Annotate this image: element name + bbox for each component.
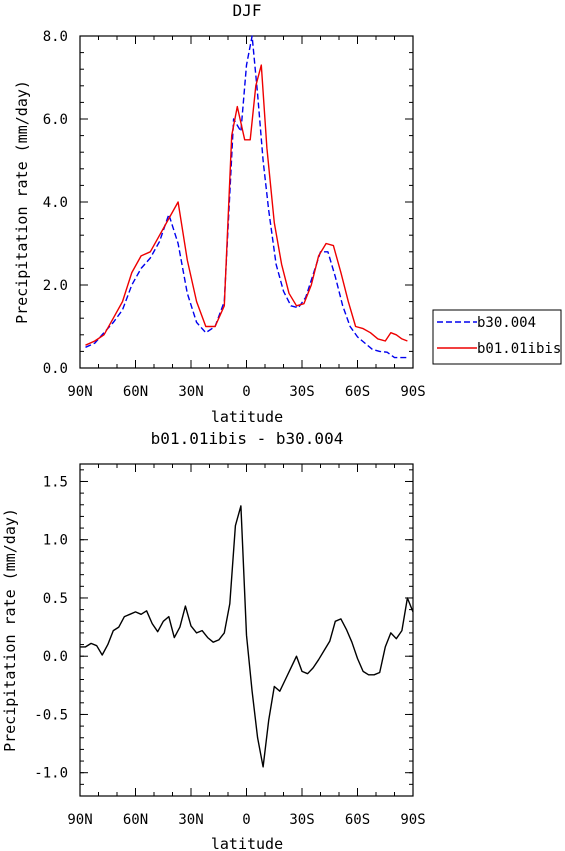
top-y-axis-label: Precipitation rate (mm/day) [13,80,31,324]
top-y-tick-label: 8.0 [43,29,68,45]
bottom-series-line-difference [80,505,414,768]
top-x-tick-label: 0 [242,384,250,400]
top-x-tick-label: 90N [67,384,92,400]
top-x-tick-label: 60N [123,384,148,400]
bottom-y-tick-label: 1.5 [43,474,68,490]
bottom-chart: b01.01ibis - b30.004 90N 60N 30N 0 30S 60S 90S… [1,429,426,851]
bottom-x-tick-label: 90S [400,812,425,828]
top-series-line-b0101ibis [85,64,408,346]
top-series-line-b30004 [85,35,408,359]
bottom-x-tick-label: 30N [178,812,203,828]
top-x-tick-label: 60S [345,384,370,400]
top-x-tick-label: 30S [289,384,314,400]
bottom-y-axis-label: Precipitation rate (mm/day) [1,508,19,752]
top-plot-frame [79,35,414,369]
top-chart: DJF 90N 60N 30N 0 30S 60S 90S 0.0 2.0 4.0 6.0 8.0 l… [13,1,426,426]
bottom-y-tick-label: -1.0 [34,766,68,782]
legend-label-b0101ibis: b01.01ibis [477,341,561,357]
bottom-x-tick-label: 90N [67,812,92,828]
top-y-tick-label: 2.0 [43,278,68,294]
legend: b30.004 b01.01ibis [432,309,562,365]
top-axis-ticks: 90N 60N 30N 0 30S 60S 90S 0.0 2.0 4.0 6.0 8.0 [43,29,426,400]
bottom-x-tick-label: 60S [345,812,370,828]
legend-label-b30004: b30.004 [477,315,536,331]
bottom-y-tick-label: 0.0 [43,649,68,665]
top-x-tick-label: 90S [400,384,425,400]
bottom-x-tick-label: 0 [242,812,250,828]
top-y-tick-label: 6.0 [43,112,68,128]
legend-box [432,309,562,365]
top-y-tick-label: 4.0 [43,195,68,211]
top-x-axis-label: latitude [211,408,283,426]
top-series-group [85,35,408,359]
bottom-x-tick-label: 60N [123,812,148,828]
top-x-tick-label: 30N [178,384,203,400]
bottom-y-tick-label: 0.5 [43,591,68,607]
bottom-x-axis-label: latitude [211,835,283,851]
top-chart-title: DJF [233,1,262,20]
bottom-y-tick-label: -0.5 [34,707,68,723]
bottom-x-tick-label: 30S [289,812,314,828]
bottom-series-group [80,505,414,768]
bottom-chart-title: b01.01ibis - b30.004 [151,429,344,448]
bottom-y-tick-label: 1.0 [43,533,68,549]
bottom-axis-ticks: 90N 60N 30N 0 30S 60S 90S -1.0 -0.5 0.0 0.5 1.0 1.5 [34,464,426,828]
top-y-tick-label: 0.0 [43,361,68,377]
